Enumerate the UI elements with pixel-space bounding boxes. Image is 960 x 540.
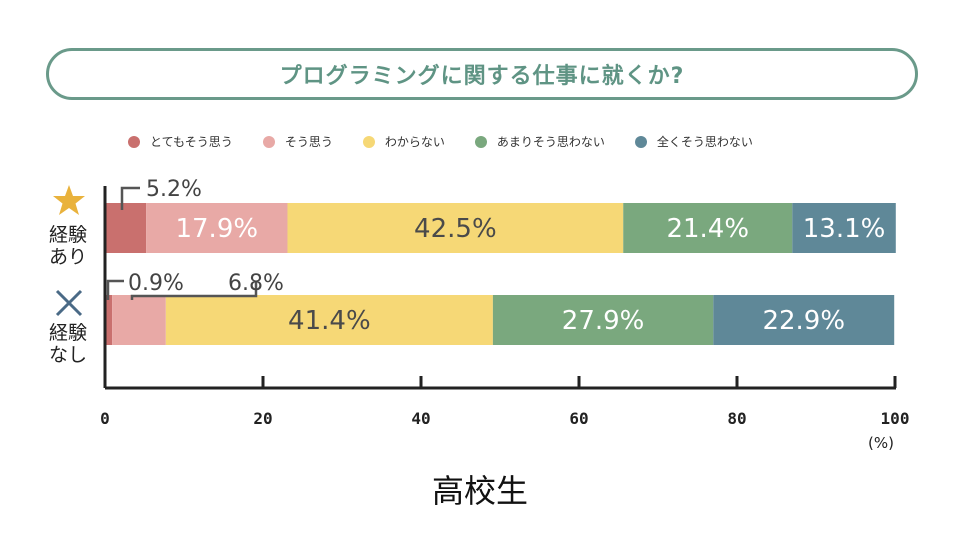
bar-segment [165,295,493,345]
legend-label: そう思う [284,135,333,149]
legend-swatch [474,135,487,148]
cross-icon [55,289,83,317]
chart-title-box: プログラミングに関する仕事に就くか? [46,48,918,100]
data-label: 13.1% [803,214,886,244]
bar-segment [105,295,113,345]
callout-line [130,282,258,300]
bar-segment [792,203,896,253]
bar-segment [112,295,166,345]
legend-label: あまりそう思わない [496,135,605,149]
bar-segment [287,203,624,253]
row-label-experienced: 経験 あり [43,224,93,268]
data-label: 27.9% [562,306,645,336]
row-label-line: あり [48,246,87,268]
row-label-inexperienced: 経験 なし [43,322,93,366]
stacked-bar-chart: 17.9% 42.5% 21.4% 13.1% 41.4% 27.9% 22.9% 5.2% 0… [100,177,910,452]
legend-swatch [362,135,375,148]
legend-item-agree: そう思う [262,133,333,150]
legend-item-strongly-disagree: 全くそう思わない [634,133,753,150]
data-label: 0.9% [128,271,184,296]
row-label-line: なし [48,344,87,366]
data-label: 17.9% [175,214,258,244]
bar-segment [713,295,895,345]
bar-segment [146,203,288,253]
data-label: 5.2% [146,177,202,202]
x-axis-unit: (%) [868,434,894,452]
row-label-line: 経験 [48,224,87,246]
bar-segment [623,203,793,253]
row-label-line: 経験 [48,322,87,344]
legend-item-strongly-agree: とてもそう思う [128,133,233,150]
x-tick-label: 40 [411,409,430,428]
star-shape [53,185,85,215]
data-label: 41.4% [288,306,371,336]
x-tick-label: 80 [727,409,746,428]
legend-label: 全くそう思わない [656,135,753,149]
star-icon [53,185,85,215]
bar-segment [492,295,714,345]
data-label: 21.4% [666,214,749,244]
legend-swatch [634,135,647,148]
x-tick-label: 0 [100,409,110,428]
legend-label: わからない [384,135,445,149]
data-label: 22.9% [762,306,845,336]
data-label: 6.8% [228,271,284,296]
legend-label: とてもそう思う [150,135,233,149]
callout-line [120,186,140,210]
chart-title: プログラミングに関する仕事に就くか? [279,64,685,89]
bar-segment [105,203,147,253]
legend-item-unsure: わからない [362,133,445,150]
legend-swatch [128,135,140,148]
callout-line [106,279,124,300]
legend-item-disagree: あまりそう思わない [474,133,605,150]
legend-swatch [262,135,275,148]
x-tick-label: 20 [253,409,272,428]
data-label: 42.5% [414,214,497,244]
cross-stroke [55,289,83,317]
x-tick-label: 60 [569,409,588,428]
chart-subtitle: 高校生 [431,472,528,510]
x-tick-label: 100 [881,409,910,428]
legend: とてもそう思う そう思う わからない あまりそう思わない 全くそう思わない [128,133,783,150]
